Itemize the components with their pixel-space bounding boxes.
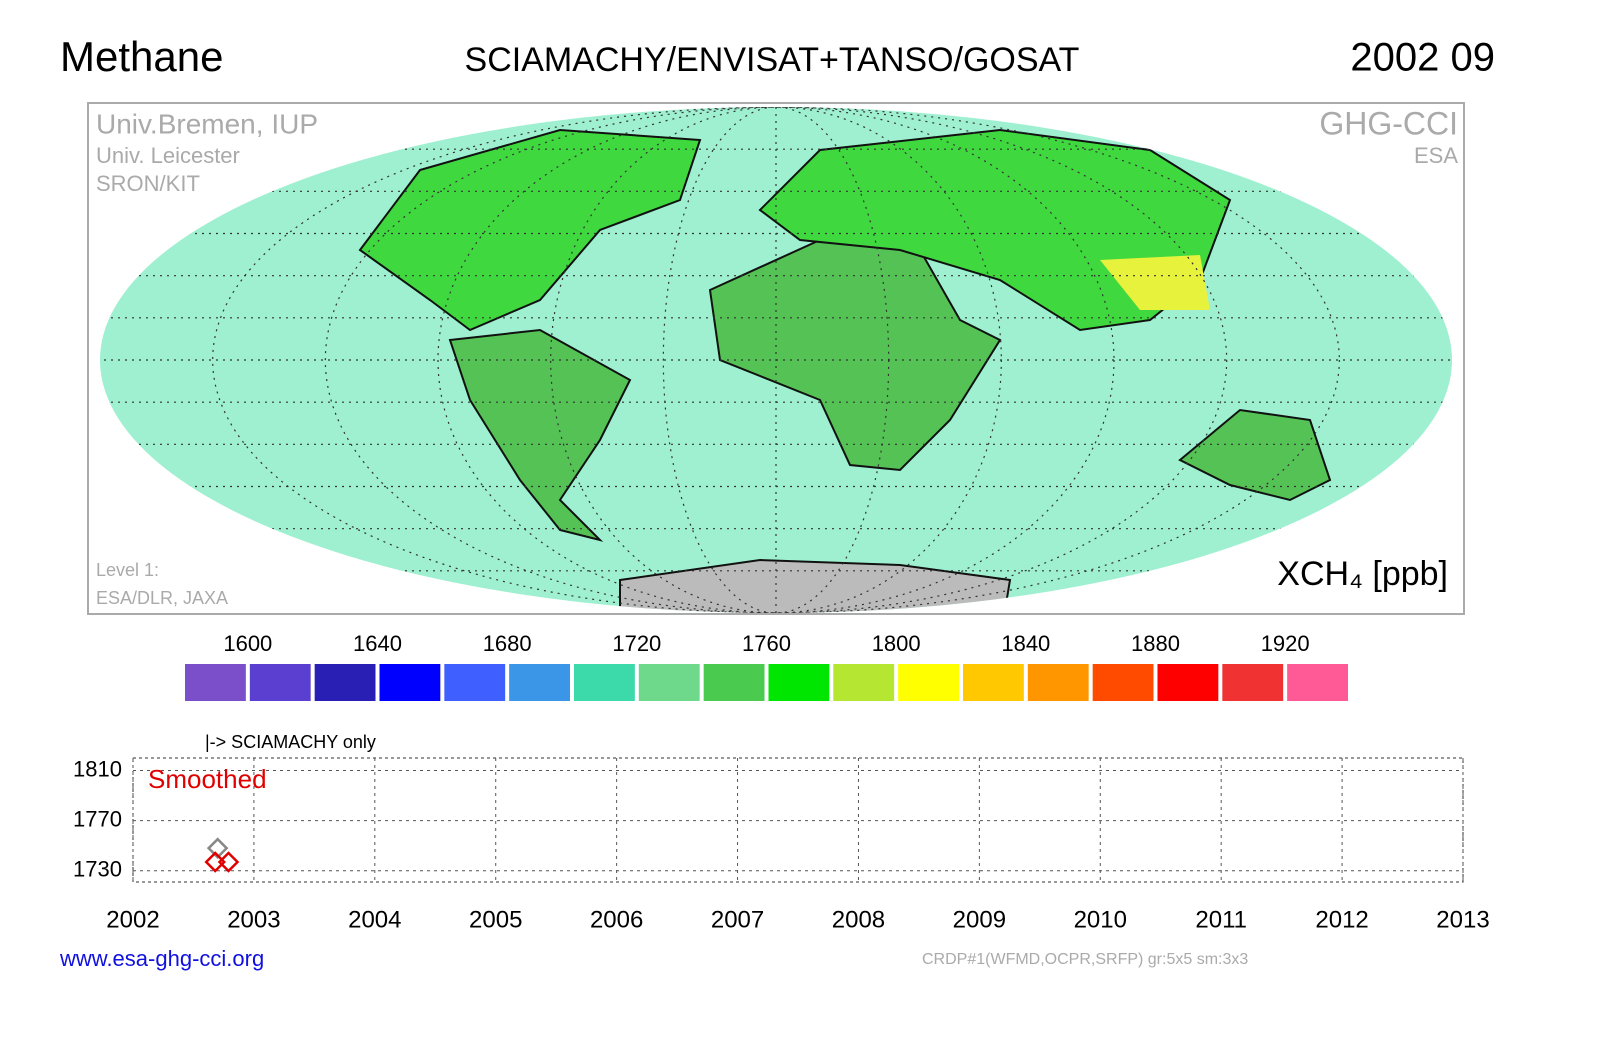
- color-box: [1222, 664, 1284, 701]
- note: CRDP#1(WFMD,OCPR,SRFP) gr:5x5 sm:3x3: [922, 951, 1248, 968]
- color-box: [1027, 664, 1089, 701]
- colorbar-tick-label: 1920: [1261, 631, 1310, 656]
- y-tick-label: 1810: [73, 756, 122, 781]
- color-box: [898, 664, 959, 701]
- color-box: [638, 664, 700, 701]
- color-box: [574, 664, 635, 701]
- subtitle: SCIAMACHY/ENVISAT+TANSO/GOSAT: [465, 41, 1080, 79]
- x-tick-label: 2010: [1074, 906, 1127, 933]
- title: Methane: [60, 33, 223, 80]
- credit: Univ. Leicester: [96, 143, 240, 168]
- color-box: [1092, 664, 1154, 701]
- level: Level 1:: [96, 560, 159, 580]
- colorbar-tick-label: 1880: [1131, 631, 1180, 656]
- meridian: [437, 107, 1115, 613]
- color-box: [185, 664, 246, 701]
- color-box: [1287, 664, 1348, 701]
- date: 2002 09: [1350, 36, 1495, 80]
- x-tick-label: 2004: [348, 906, 401, 933]
- colorbar-tick-label: 1720: [612, 631, 661, 656]
- asia-high: [1100, 255, 1210, 310]
- north-america: [358, 128, 702, 332]
- x-tick-label: 2008: [832, 906, 885, 933]
- credit: SRON/KIT: [96, 171, 200, 196]
- point: [217, 851, 240, 873]
- x-tick-label: 2003: [227, 906, 280, 933]
- y-tick-label: 1730: [73, 857, 122, 882]
- map: [100, 107, 1452, 613]
- colorbar-tick-label: 1840: [1001, 631, 1050, 656]
- colorbar-tick-label: 1640: [353, 631, 402, 656]
- color-box: [444, 664, 506, 701]
- meridian: [662, 107, 890, 613]
- colorbar-tick-label: 1600: [223, 631, 272, 656]
- x-tick-label: 2007: [711, 906, 764, 933]
- x-tick-label: 2006: [590, 906, 643, 933]
- time-series: 2002 2003 2004 2005 2006 2007 2008 2009 2010 2011…: [73, 732, 1490, 934]
- url[interactable]: www.esa-ghg-cci.org: [59, 946, 264, 971]
- x-tick-label: 2012: [1315, 906, 1368, 933]
- smoothed-label: Smoothed: [148, 764, 267, 794]
- color-box: [509, 664, 570, 701]
- meridian: [324, 107, 1228, 613]
- credit: Univ.Bremen, IUP: [96, 108, 318, 139]
- point: [206, 837, 229, 859]
- x-tick-label: 2011: [1195, 906, 1247, 933]
- plot-frame: [132, 757, 1464, 883]
- color-box: [379, 664, 441, 701]
- antarctica: [619, 558, 1012, 613]
- level: ESA/DLR, JAXA: [96, 588, 228, 608]
- x-tick-label: 2013: [1436, 906, 1489, 933]
- colorbar-tick-label: 1800: [872, 631, 921, 656]
- australia: [1178, 408, 1332, 502]
- color-box: [703, 664, 765, 701]
- meridian: [212, 107, 1340, 613]
- x-tick-label: 2009: [953, 906, 1006, 933]
- colorbar-tick-label: 1760: [742, 631, 791, 656]
- south-america: [448, 328, 632, 542]
- x-tick-label: 2005: [469, 906, 522, 933]
- y-tick-label: 1770: [73, 806, 122, 831]
- unit: XCH₄ [ppb]: [1277, 555, 1448, 593]
- annotation: |-> SCIAMACHY only: [205, 732, 376, 752]
- color-box: [314, 664, 376, 701]
- credit: ESA: [1414, 143, 1458, 168]
- color-box: [249, 664, 311, 701]
- colorbar: 1600 1640 1680 1720 1760 1800 1840 1880 1920: [185, 631, 1348, 701]
- x-tick-label: 2002: [106, 906, 159, 933]
- color-box: [833, 664, 895, 701]
- credit: GHG-CCI: [1319, 105, 1458, 141]
- color-box: [768, 664, 830, 701]
- color-box: [963, 664, 1024, 701]
- color-box: [1157, 664, 1219, 701]
- colorbar-tick-label: 1680: [483, 631, 532, 656]
